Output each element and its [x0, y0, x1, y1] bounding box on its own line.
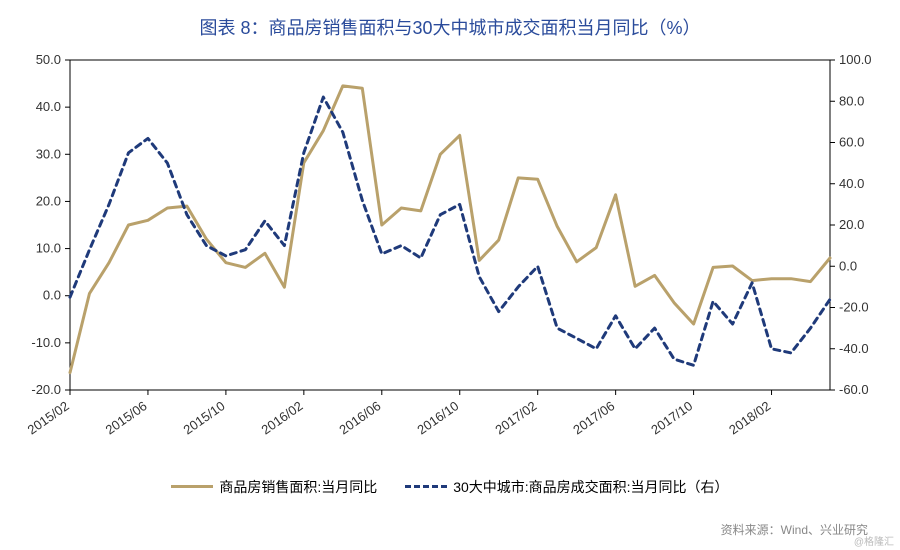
legend-swatch-0 [171, 485, 213, 488]
chart-container: 图表 8：商品房销售面积与30大中城市成交面积当月同比（%） -20.0-10.… [0, 0, 900, 550]
legend-item-0: 商品房销售面积:当月同比 [171, 477, 377, 497]
svg-text:80.0: 80.0 [839, 93, 864, 108]
svg-text:60.0: 60.0 [839, 135, 864, 150]
svg-text:20.0: 20.0 [839, 217, 864, 232]
source-label: 资料来源：Wind、兴业研究 [721, 521, 868, 538]
svg-text:20.0: 20.0 [36, 193, 61, 208]
svg-text:40.0: 40.0 [36, 99, 61, 114]
svg-text:2017/02: 2017/02 [492, 398, 539, 437]
svg-text:2016/06: 2016/06 [336, 398, 383, 437]
svg-text:10.0: 10.0 [36, 241, 61, 256]
watermark: @格隆汇 [854, 533, 894, 548]
legend: 商品房销售面积:当月同比 30大中城市:商品房成交面积:当月同比（右） [0, 475, 900, 497]
svg-text:2016/02: 2016/02 [258, 398, 305, 437]
svg-text:-20.0: -20.0 [839, 300, 869, 315]
svg-text:100.0: 100.0 [839, 52, 872, 67]
svg-text:2015/02: 2015/02 [25, 398, 72, 437]
svg-text:0.0: 0.0 [839, 258, 857, 273]
svg-text:2015/10: 2015/10 [181, 398, 228, 437]
chart-svg: -20.0 -10.0 0.0 10.0 20.0 30.0 40.0 50.0 -60.0 -4… [0, 40, 900, 470]
svg-text:2017/06: 2017/06 [570, 398, 617, 437]
svg-text:2018/02: 2018/02 [726, 398, 773, 437]
svg-text:30.0: 30.0 [36, 146, 61, 161]
legend-label-1: 30大中城市:商品房成交面积:当月同比（右） [453, 477, 728, 497]
svg-text:2017/10: 2017/10 [648, 398, 695, 437]
svg-text:2016/10: 2016/10 [414, 398, 461, 437]
svg-text:-60.0: -60.0 [839, 382, 869, 397]
svg-text:-20.0: -20.0 [31, 382, 61, 397]
chart-plot-area: -20.0 -10.0 0.0 10.0 20.0 30.0 40.0 50.0 -60.0 -4… [0, 40, 900, 470]
legend-label-0: 商品房销售面积:当月同比 [219, 477, 377, 497]
svg-text:2015/06: 2015/06 [103, 398, 150, 437]
legend-swatch-1 [405, 485, 447, 488]
svg-text:-10.0: -10.0 [31, 335, 61, 350]
svg-text:-40.0: -40.0 [839, 341, 869, 356]
legend-item-1: 30大中城市:商品房成交面积:当月同比（右） [405, 477, 728, 497]
svg-text:40.0: 40.0 [839, 176, 864, 191]
svg-text:50.0: 50.0 [36, 52, 61, 67]
svg-text:0.0: 0.0 [43, 288, 61, 303]
